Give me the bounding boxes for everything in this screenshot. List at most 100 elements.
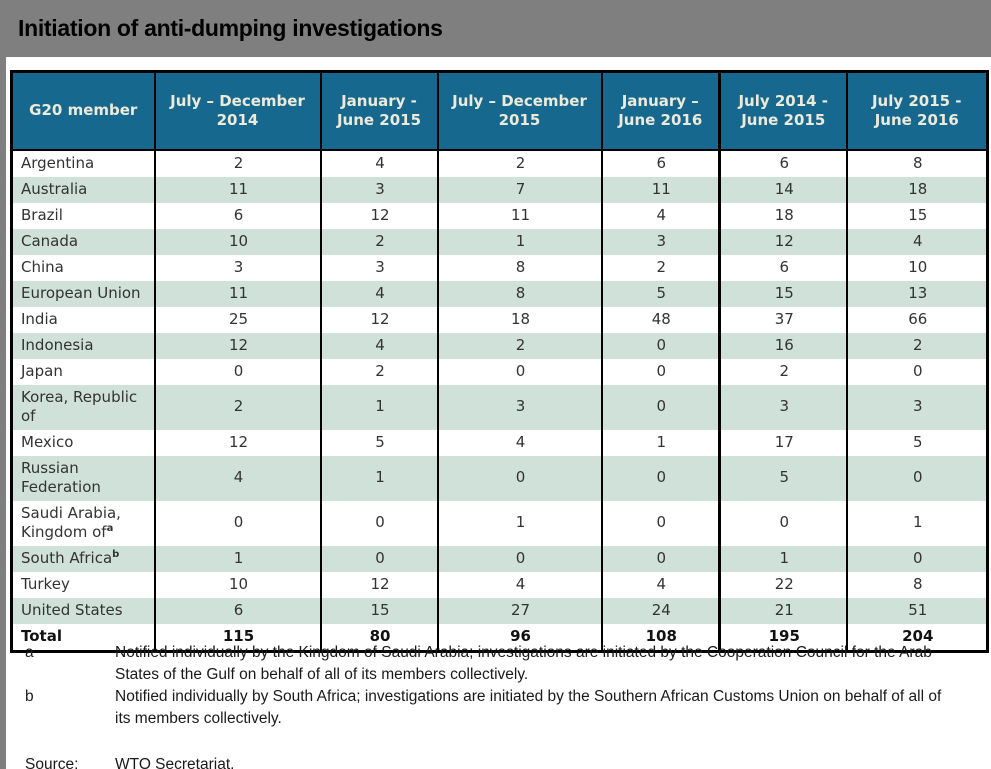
value-cell: 3: [153, 254, 321, 281]
value-cell: 96: [436, 623, 602, 651]
footnotes-section: a Notified individually by the Kingdom o…: [25, 642, 970, 769]
value-cell: 21: [718, 597, 847, 624]
value-cell: 3: [436, 384, 602, 430]
value-cell: 4: [845, 228, 988, 255]
footnote-marker-ref: b: [112, 548, 120, 560]
value-cell: 2: [319, 358, 438, 385]
member-cell: Saudi Arabia, Kingdom ofa: [12, 501, 155, 546]
value-cell: 27: [436, 597, 602, 624]
anti-dumping-table: G20 member July – December 2014 January - …: [10, 70, 989, 653]
value-cell: 6: [153, 597, 321, 624]
value-cell: 18: [845, 176, 988, 203]
value-cell: 12: [153, 332, 321, 359]
member-label: Saudi Arabia, Kingdom of: [21, 503, 121, 541]
member-label: Argentina: [21, 153, 95, 172]
member-label: Total: [21, 626, 62, 645]
value-cell: 5: [718, 455, 847, 501]
member-label: Brazil: [21, 205, 63, 224]
member-label: Russian Federation: [21, 458, 101, 496]
value-cell: 11: [436, 202, 602, 229]
value-cell: 4: [600, 202, 720, 229]
value-cell: 18: [718, 202, 847, 229]
member-cell: Canada: [11, 228, 155, 255]
value-cell: 0: [319, 545, 438, 572]
table-row: Saudi Arabia, Kingdom ofa 0 0 1 0 0 1: [12, 500, 988, 546]
value-cell: 4: [600, 571, 720, 598]
value-cell: 24: [600, 597, 720, 624]
value-cell: 1: [845, 500, 988, 546]
source-text: WTO Secretariat.: [115, 756, 235, 769]
title-bar: Initiation of anti-dumping investigation…: [0, 0, 991, 57]
table-head: G20 member July – December 2014 January - …: [11, 71, 988, 151]
table-row: European Union 11 4 8 5 15 13: [11, 280, 988, 307]
value-cell: 11: [153, 176, 321, 203]
value-cell: 6: [718, 254, 847, 281]
column-header: July 2014 - June 2015: [718, 71, 847, 151]
value-cell: 15: [718, 280, 847, 307]
footnote: b Notified individually by South Africa;…: [25, 686, 970, 730]
table-body: Argentina 2 4 2 6 6 8 Australia 11 3 7 11 14 18 Brazil…: [11, 149, 988, 651]
value-cell: 0: [319, 500, 438, 546]
value-cell: 3: [718, 384, 847, 430]
table-row: Total 115 80 96 108 195 204: [11, 623, 988, 651]
value-cell: 11: [600, 176, 720, 203]
member-label: Japan: [21, 361, 63, 380]
table-row: South Africab 1 0 0 0 1 0: [11, 545, 988, 572]
value-cell: 48: [600, 306, 720, 333]
value-cell: 0: [153, 500, 321, 546]
value-cell: 0: [718, 500, 847, 546]
table-row: China 3 3 8 2 6 10: [12, 254, 988, 281]
value-cell: 11: [153, 280, 321, 307]
value-cell: 3: [600, 228, 720, 255]
header-row: G20 member July – December 2014 January - …: [11, 71, 988, 151]
member-cell: Brazil: [12, 203, 155, 229]
value-cell: 0: [436, 545, 602, 572]
value-cell: 6: [718, 149, 847, 177]
column-header: January - June 2015: [319, 71, 438, 151]
value-cell: 1: [153, 545, 321, 572]
value-cell: 5: [600, 280, 720, 307]
value-cell: 4: [436, 429, 602, 456]
value-cell: 15: [319, 597, 438, 624]
value-cell: 0: [436, 455, 602, 501]
value-cell: 13: [845, 280, 988, 307]
value-cell: 25: [153, 306, 321, 333]
table-row: Mexico 12 5 4 1 17 5: [12, 429, 988, 456]
table-row: Argentina 2 4 2 6 6 8: [12, 149, 988, 177]
value-cell: 2: [845, 332, 988, 359]
value-cell: 0: [600, 358, 720, 385]
value-cell: 1: [319, 455, 438, 501]
value-cell: 6: [600, 149, 720, 177]
member-label: India: [21, 309, 58, 328]
value-cell: 22: [718, 571, 847, 598]
value-cell: 14: [718, 176, 847, 203]
member-cell: China: [12, 255, 155, 281]
footnote-marker-ref: a: [106, 522, 114, 534]
value-cell: 10: [153, 571, 321, 598]
value-cell: 12: [319, 571, 438, 598]
value-cell: 1: [436, 500, 602, 546]
column-header: July 2015 - June 2016: [845, 71, 988, 151]
value-cell: 2: [153, 384, 321, 430]
value-cell: 2: [436, 149, 602, 177]
value-cell: 2: [436, 332, 602, 359]
footnote-text: Notified individually by South Africa; i…: [115, 688, 942, 727]
member-cell: Argentina: [12, 150, 155, 177]
value-cell: 4: [436, 571, 602, 598]
column-header: G20 member: [11, 71, 155, 151]
value-cell: 4: [319, 280, 438, 307]
table-row: Indonesia 12 4 2 0 16 2: [11, 332, 988, 359]
value-cell: 10: [153, 228, 321, 255]
member-cell: Korea, Republic of: [11, 384, 155, 430]
value-cell: 7: [436, 176, 602, 203]
footnote-marker: b: [25, 688, 34, 705]
column-header: July – December 2015: [436, 71, 602, 151]
value-cell: 1: [718, 545, 847, 572]
value-cell: 108: [600, 623, 720, 651]
value-cell: 4: [319, 332, 438, 359]
page-left-border: [0, 0, 6, 769]
value-cell: 0: [600, 545, 720, 572]
value-cell: 0: [600, 455, 720, 501]
member-cell: Japan: [12, 359, 155, 385]
